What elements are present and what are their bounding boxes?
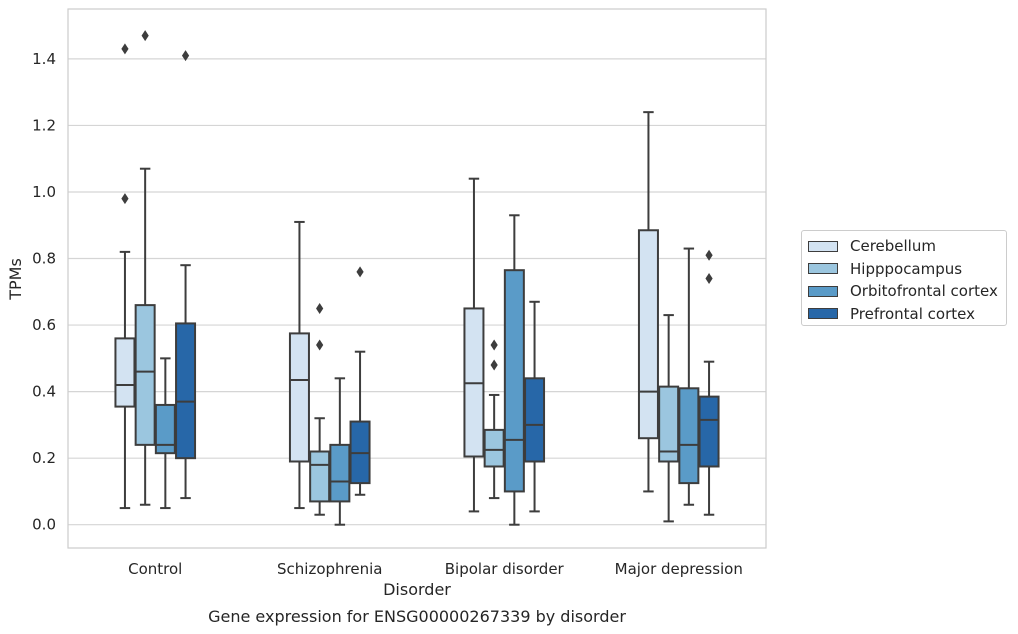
iqr-box <box>329 443 351 503</box>
iqr-box <box>154 403 176 455</box>
legend-item: Orbitofrontal cortex <box>808 280 1006 303</box>
legend-swatch <box>808 240 838 252</box>
box-group <box>114 43 136 510</box>
outlier-marker <box>121 43 129 55</box>
x-tick-label: Control <box>128 560 182 578</box>
iqr-box <box>134 304 156 446</box>
y-tick-label: 0.4 <box>32 383 56 401</box>
box-group <box>698 249 720 516</box>
y-axis-title: TPMs <box>6 258 25 301</box>
outlier-marker <box>490 339 498 351</box>
box-group <box>288 220 310 510</box>
legend-swatch <box>808 308 838 320</box>
box-group <box>349 266 371 496</box>
legend-item: Hipppocampus <box>808 258 1006 281</box>
y-tick-label: 1.2 <box>32 116 56 134</box>
legend-item: Cerebellum <box>808 235 1006 258</box>
iqr-box <box>698 395 720 468</box>
outlier-marker <box>705 249 713 261</box>
box-group <box>175 50 197 500</box>
box-group <box>678 247 700 506</box>
legend-swatch <box>808 285 838 297</box>
box-group <box>463 177 485 513</box>
y-tick-label: 0.2 <box>32 449 56 467</box>
iqr-box <box>175 322 197 460</box>
x-tick-label: Major depression <box>615 560 743 578</box>
y-tick-labels: 0.0 0.2 0.4 0.6 0.8 1.0 1.2 1.4 <box>32 50 56 534</box>
iqr-box <box>678 387 700 485</box>
box-group <box>524 300 546 513</box>
legend-label: Orbitofrontal cortex <box>850 282 998 301</box>
box-group <box>134 30 156 506</box>
iqr-box <box>503 269 525 493</box>
y-tick-label: 0.0 <box>32 516 56 534</box>
outlier-marker <box>121 193 129 205</box>
x-tick-label: Bipolar disorder <box>445 560 565 578</box>
legend-item: Prefrontal cortex <box>808 303 1006 326</box>
y-tick-label: 0.6 <box>32 316 56 334</box>
outlier-marker <box>356 266 364 278</box>
legend-label: Prefrontal cortex <box>850 304 975 323</box>
legend-swatch <box>808 263 838 275</box>
legend-label: Hipppocampus <box>850 259 963 278</box>
outlier-marker <box>705 273 713 284</box>
y-tick-label: 1.4 <box>32 50 56 68</box>
outlier-marker <box>316 339 324 351</box>
box-group <box>483 339 505 500</box>
iqr-box <box>309 450 331 503</box>
box-group <box>503 214 525 526</box>
iqr-box <box>483 428 505 468</box>
chart-caption: Gene expression for ENSG00000267339 by d… <box>208 607 626 626</box>
outlier-marker <box>141 30 149 42</box>
iqr-box <box>658 385 680 463</box>
outlier-marker <box>490 359 498 371</box>
plot-area-frame <box>67 8 767 549</box>
box-group <box>309 302 331 516</box>
legend-label: Cerebellum <box>850 237 936 256</box>
x-tick-labels: Control Schizophrenia Bipolar disorder Majo… <box>128 560 743 578</box>
x-tick-label: Schizophrenia <box>277 560 382 578</box>
box-group <box>658 314 680 523</box>
box-group <box>637 111 659 493</box>
boxes <box>114 30 720 526</box>
y-tick-label: 1.0 <box>32 183 56 201</box>
x-axis-title: Disorder <box>383 580 451 599</box>
box-group <box>329 377 351 526</box>
y-tick-label: 0.8 <box>32 250 56 268</box>
outlier-marker <box>316 302 324 314</box>
box-group <box>154 357 176 510</box>
iqr-box <box>288 332 310 463</box>
iqr-box <box>114 337 136 408</box>
legend: Cerebellum Hipppocampus Orbitofrontal co… <box>801 230 1007 326</box>
iqr-box <box>637 229 659 440</box>
iqr-box <box>524 377 546 463</box>
outlier-marker <box>181 50 190 62</box>
